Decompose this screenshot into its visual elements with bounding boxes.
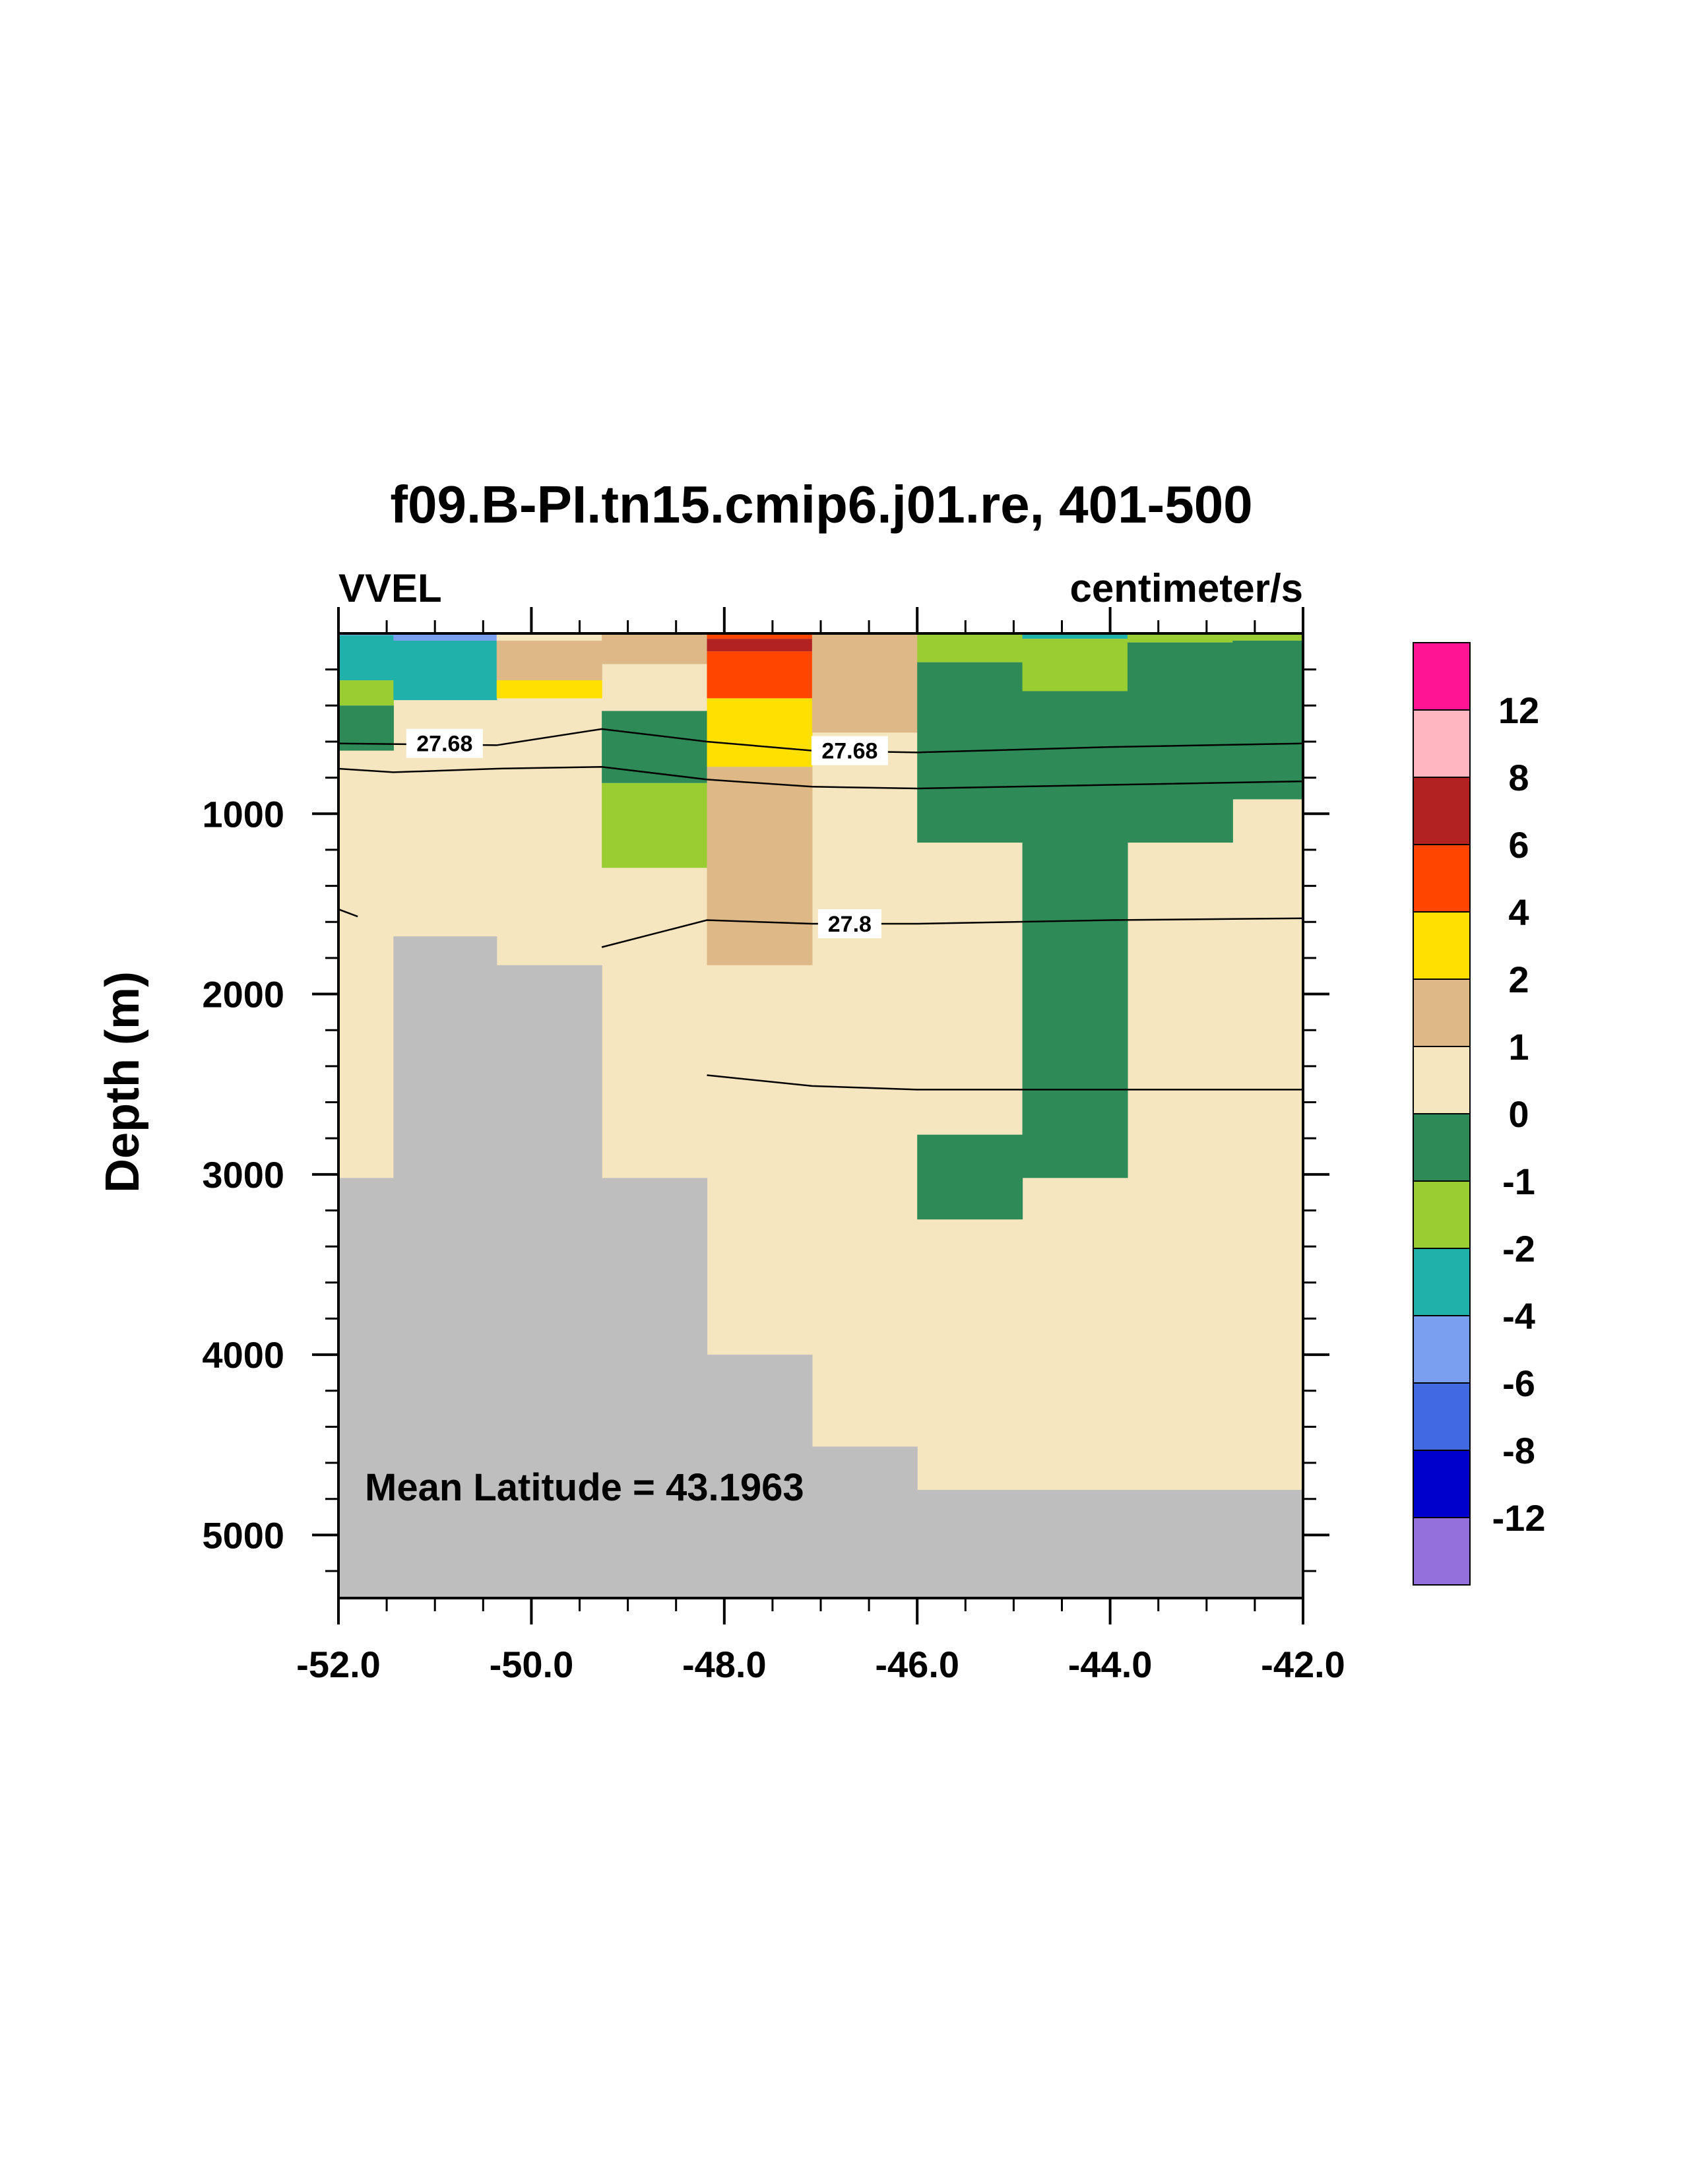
land-column-9 <box>1232 1490 1304 1598</box>
contour-label-bg-0-0 <box>406 728 483 758</box>
colorbar-swatch-12 <box>1413 1450 1471 1518</box>
heatmap-cell-8-1 <box>1127 642 1233 843</box>
y-axis-label: Depth (m) <box>96 971 149 1193</box>
heatmap-cell-7-0 <box>1022 633 1128 639</box>
heatmap-cell-2-0 <box>496 633 602 641</box>
contour-label-0-1: 27.68 <box>821 739 877 764</box>
land-column-3 <box>602 1178 708 1598</box>
colorbar-label: -2 <box>1502 1228 1535 1269</box>
contour-label-bg-0-1 <box>811 736 888 765</box>
heatmap-cell-0-1 <box>338 635 394 681</box>
contour-line-0 <box>338 728 1304 754</box>
x-tick-label: -46.0 <box>875 1644 959 1685</box>
x-tick-label: -44.0 <box>1068 1644 1153 1685</box>
colorbar-swatch-13 <box>1413 1517 1471 1586</box>
colorbar-label: 0 <box>1508 1093 1529 1135</box>
heatmap-cell-9-0 <box>1232 633 1304 641</box>
colorbar-label: 12 <box>1498 690 1539 731</box>
contour-line-2 <box>338 908 358 918</box>
contour-label-0-0: 27.68 <box>416 732 472 757</box>
heatmap-cell-6-2 <box>917 1134 1023 1220</box>
heatmap-cell-4-0 <box>707 633 813 639</box>
colorbar-label: 4 <box>1508 891 1529 933</box>
heatmap-cell-7-1 <box>1022 639 1128 691</box>
colorbar-label: -6 <box>1502 1363 1535 1404</box>
colorbar-swatch-2 <box>1413 777 1471 845</box>
x-tick-label: -50.0 <box>490 1644 574 1685</box>
land-mask <box>338 936 1304 1598</box>
colorbar-swatch-7 <box>1413 1113 1471 1182</box>
colorbar-swatch-0 <box>1413 642 1471 711</box>
colorbar-label: 6 <box>1508 824 1529 866</box>
colorbar-label: 2 <box>1508 959 1529 1000</box>
plot-area: 27.68 27.68 27.8 <box>338 633 1304 1598</box>
heatmap-cell-2-2 <box>496 680 602 699</box>
heatmap-cell-5-0 <box>812 633 918 733</box>
density-contours: 27.68 27.68 27.8 <box>338 728 1304 1091</box>
colorbar-swatch-5 <box>1413 979 1471 1047</box>
chart-title: f09.B-PI.tn15.cmip6.j01.re, 401-500 <box>390 475 1252 534</box>
heatmap-cell-1-1 <box>393 640 497 701</box>
colorbar-swatch-6 <box>1413 1046 1471 1114</box>
heatmap-cell-4-1 <box>707 639 813 652</box>
x-tick-labels: -52.0 -50.0 -48.0 -46.0 -44.0 -42.0 <box>296 1644 1345 1685</box>
colorbar-swatch-11 <box>1413 1382 1471 1451</box>
colorbar-swatch-4 <box>1413 911 1471 980</box>
heatmap-cell-6-0 <box>917 633 1023 662</box>
y-tick-label: 1000 <box>202 793 284 835</box>
colorbar-swatch-10 <box>1413 1315 1471 1384</box>
colorbar-swatch-1 <box>1413 709 1471 778</box>
axis-ticks <box>312 607 1329 1624</box>
heatmap-cell-7-2 <box>1022 691 1128 1178</box>
contour-label-bg-3-0 <box>817 909 881 938</box>
colorbar-label: 1 <box>1508 1026 1529 1068</box>
heatmap-cell-2-1 <box>496 640 602 681</box>
colorbar-label: -4 <box>1502 1295 1535 1337</box>
heatmap-cell-4-4 <box>707 767 813 965</box>
x-tick-label: -52.0 <box>296 1644 381 1685</box>
land-column-2 <box>496 965 602 1598</box>
contour-line-1 <box>338 765 1304 790</box>
heatmap-cell-1-0 <box>393 633 497 641</box>
heatmap-cell-0-2 <box>338 680 394 706</box>
heatmap-cell-3-2 <box>602 783 708 868</box>
colorbar-swatch-8 <box>1413 1180 1471 1249</box>
colorbar-label: -8 <box>1502 1430 1535 1471</box>
land-column-7 <box>1022 1490 1128 1598</box>
land-column-1 <box>393 936 497 1598</box>
colorbar-swatch-3 <box>1413 844 1471 913</box>
contour-label-3-0: 27.8 <box>828 912 872 937</box>
contour-line-4 <box>707 1074 1303 1091</box>
heatmap-cell-3-0 <box>602 633 708 664</box>
y-tick-labels: 1000 2000 3000 4000 5000 <box>202 793 284 1556</box>
y-tick-label: 5000 <box>202 1514 284 1556</box>
variable-label: VVEL <box>338 566 442 610</box>
land-column-8 <box>1127 1490 1233 1598</box>
y-tick-label: 2000 <box>202 974 284 1015</box>
mean-latitude-annotation: Mean Latitude = 43.1963 <box>365 1466 804 1509</box>
heatmap-cell-8-0 <box>1127 633 1233 643</box>
land-column-4 <box>707 1355 813 1598</box>
y-tick-label: 3000 <box>202 1154 284 1196</box>
colorbar: 12 8 6 4 2 1 0 -1 -2 -4 -6 -8 -12 <box>1413 642 1546 1586</box>
colorbar-label: -12 <box>1492 1497 1546 1539</box>
colorbar-label: -1 <box>1502 1161 1535 1202</box>
heatmap-cell-4-2 <box>707 651 813 699</box>
heatmap-cell-9-1 <box>1232 640 1304 800</box>
land-column-5 <box>812 1446 918 1598</box>
heatmap-cell-4-3 <box>707 698 813 767</box>
x-tick-label: -42.0 <box>1261 1644 1345 1685</box>
units-label: centimeter/s <box>1070 566 1304 610</box>
land-column-0 <box>338 1178 394 1598</box>
x-tick-label: -48.0 <box>682 1644 767 1685</box>
y-tick-label: 4000 <box>202 1334 284 1376</box>
colorbar-swatch-9 <box>1413 1248 1471 1316</box>
colorbar-label: 8 <box>1508 757 1529 798</box>
heatmap-cell-3-1 <box>602 711 708 783</box>
heatmap-cells <box>338 633 1304 1220</box>
land-column-6 <box>917 1490 1023 1598</box>
